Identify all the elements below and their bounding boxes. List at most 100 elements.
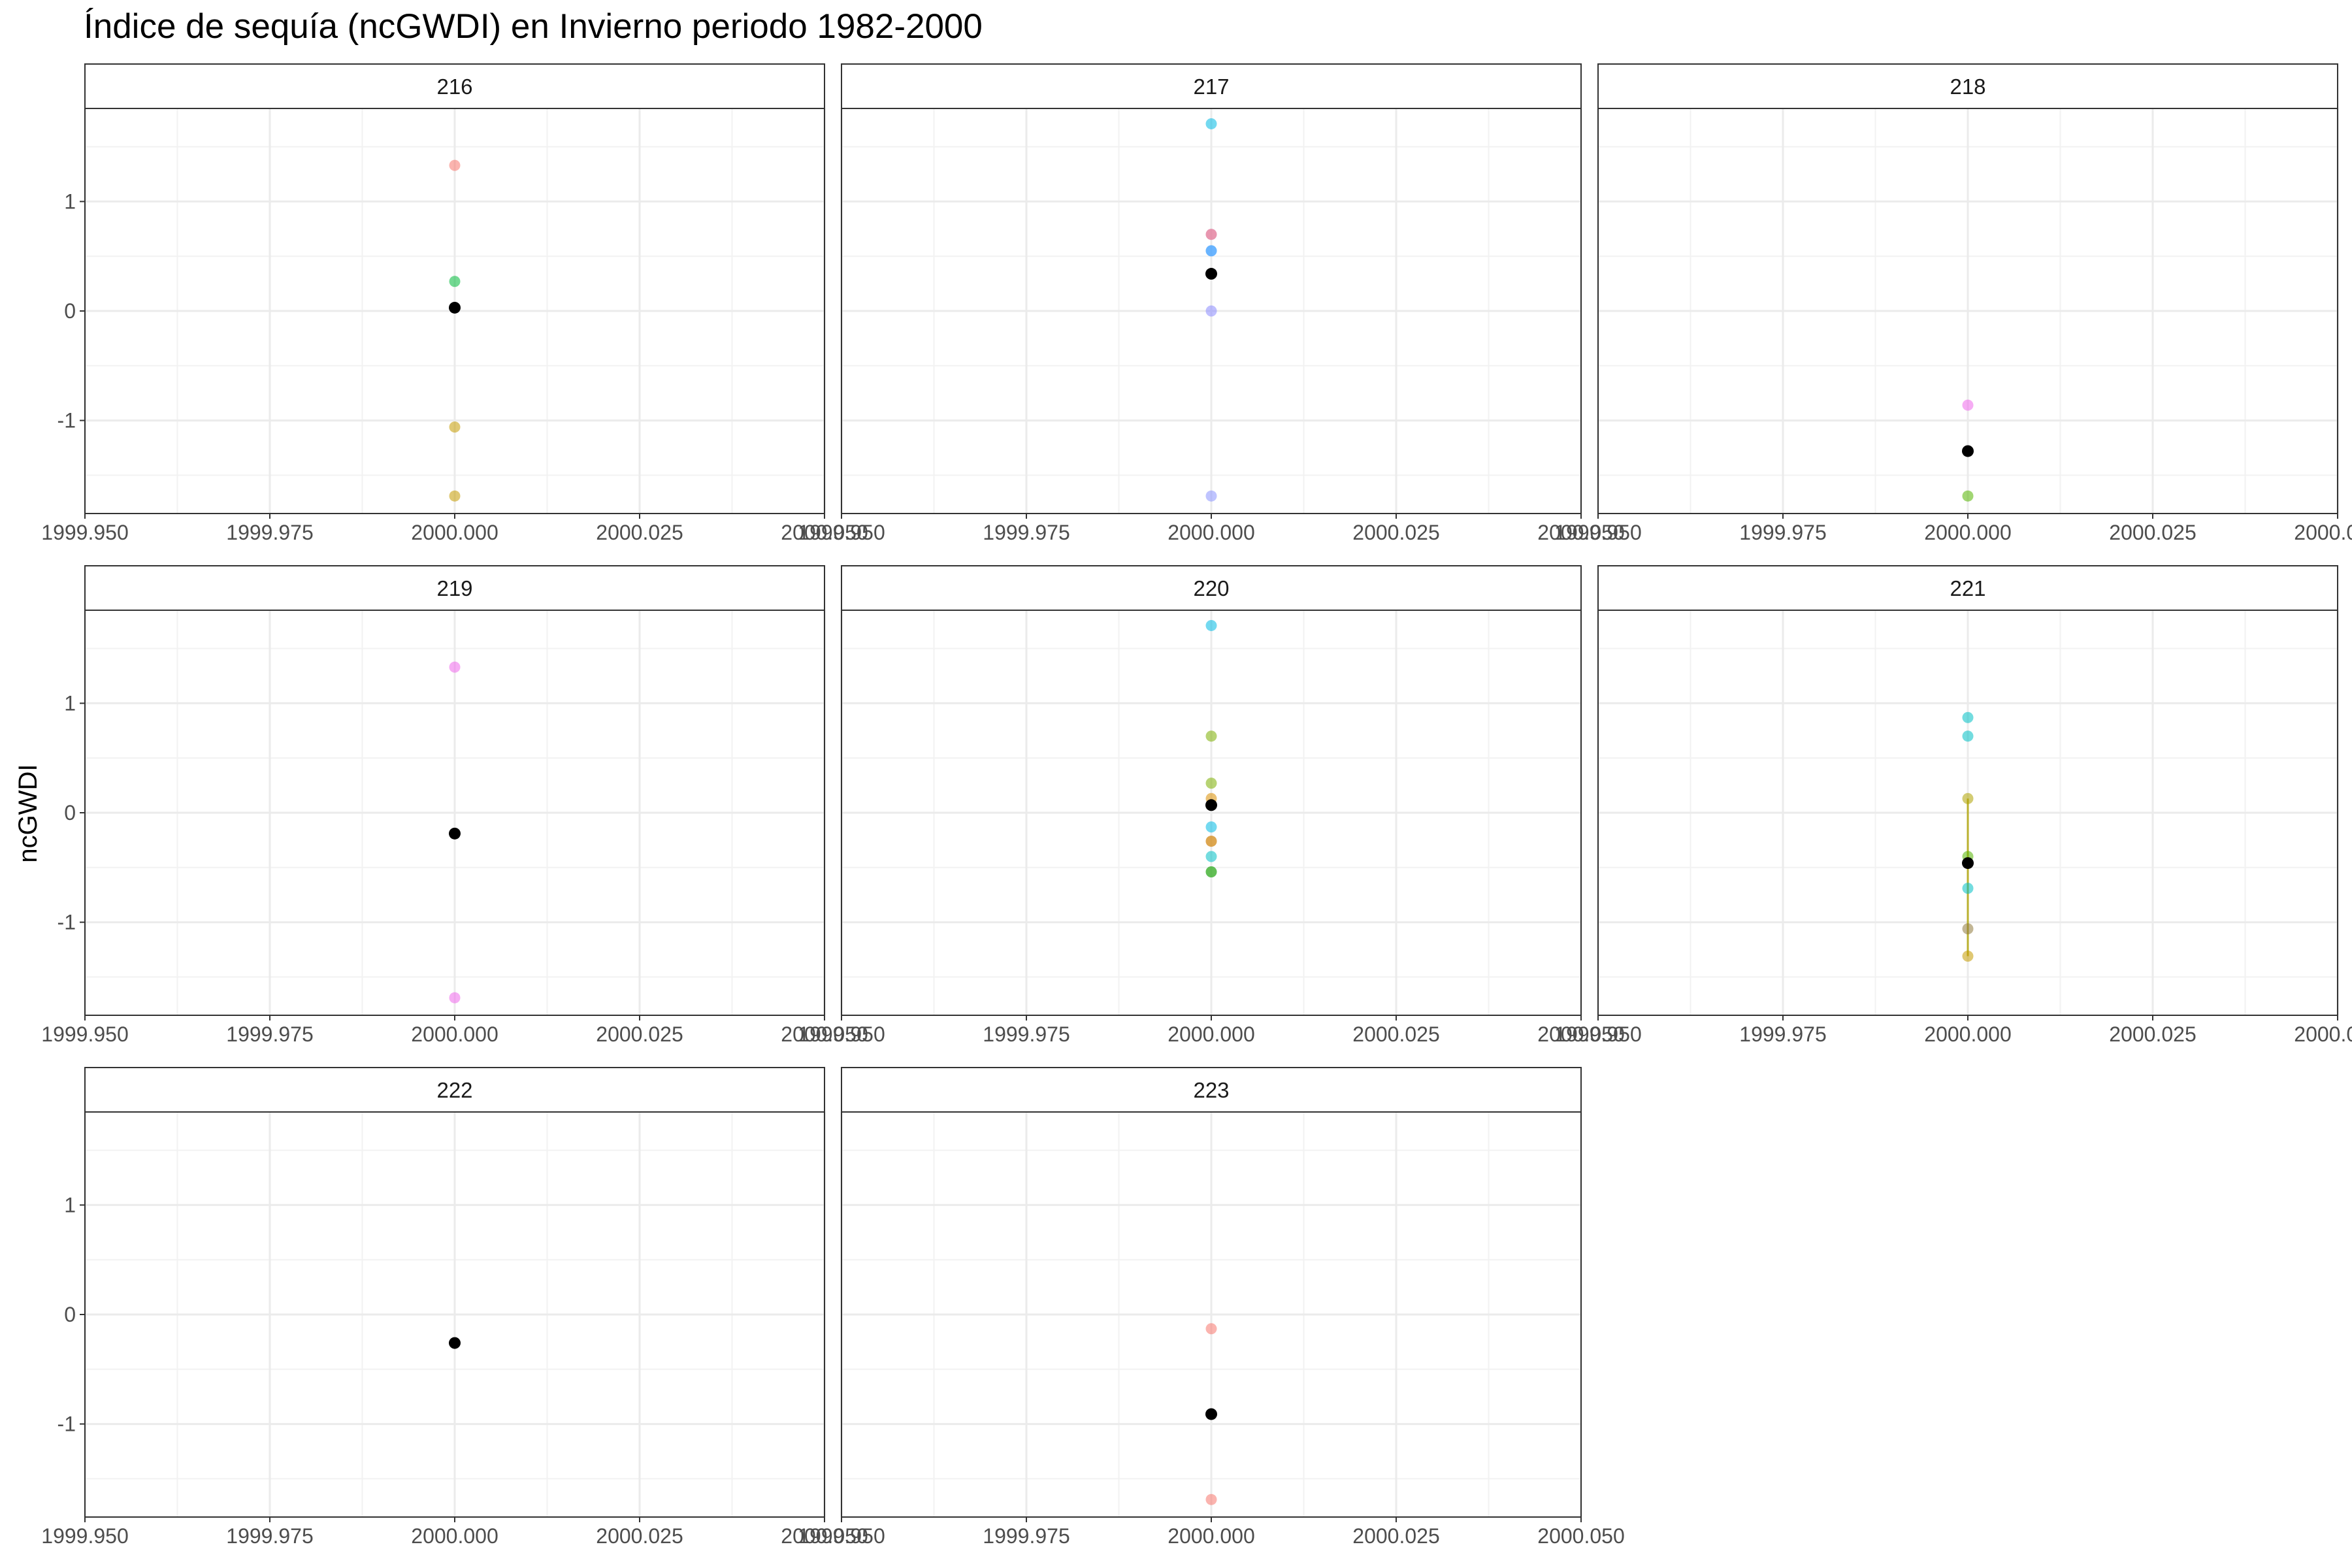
facet-panel-219: 219 1999.950 1999.975 2000.000 2000.025 2000.… xyxy=(41,565,868,1046)
x-tick-label: 1999.950 xyxy=(41,521,128,544)
facet-panel-222: 222 1999.950 1999.975 2000.000 2000.025 2000.… xyxy=(41,1067,868,1548)
x-tick-label: 2000.025 xyxy=(1352,521,1439,544)
facet-strip-label: 216 xyxy=(436,74,472,99)
facet-panel-216: 216 1999.950 1999.975 2000.000 2000.025 2000.… xyxy=(41,63,868,544)
x-tick-label: 2000.050 xyxy=(2294,521,2352,544)
y-tick-label: 1 xyxy=(64,1193,76,1217)
x-tick-label: 2000.025 xyxy=(596,1524,683,1548)
data-point xyxy=(1205,619,1217,631)
y-tick-label: 0 xyxy=(64,1303,76,1326)
x-tick-label: 2000.000 xyxy=(411,1022,498,1046)
x-tick-label: 1999.975 xyxy=(226,1524,313,1548)
x-tick-label: 1999.975 xyxy=(983,1022,1070,1046)
data-point xyxy=(1205,490,1217,502)
x-tick-label: 2000.050 xyxy=(1537,1022,1624,1046)
x-tick-label: 2000.050 xyxy=(1537,1524,1624,1548)
mean-point xyxy=(449,1337,461,1349)
panels-layer: 216 1999.950 1999.975 2000.000 2000.025 2000.… xyxy=(41,63,2352,1548)
x-tick-label: 2000.000 xyxy=(1924,521,2011,544)
data-point xyxy=(1962,792,1974,804)
data-point xyxy=(449,421,461,433)
x-tick-label: 2000.000 xyxy=(411,1524,498,1548)
facet-strip xyxy=(1597,565,2338,611)
facet-strip xyxy=(841,565,1582,611)
y-tick-label: 0 xyxy=(64,801,76,825)
x-tick-label: 2000.050 xyxy=(2294,1022,2352,1046)
y-tick-label: 0 xyxy=(64,299,76,323)
x-tick-label: 2000.050 xyxy=(781,1524,868,1548)
facet-strip-label: 221 xyxy=(1950,576,1985,600)
facet-strip-label: 219 xyxy=(436,576,472,600)
x-tick-label: 2000.025 xyxy=(1352,1022,1439,1046)
facet-strip-label: 222 xyxy=(436,1078,472,1102)
data-point xyxy=(1205,730,1217,742)
facet-strip xyxy=(841,63,1582,109)
facet-strip xyxy=(84,1067,825,1113)
data-point xyxy=(1205,118,1217,129)
x-tick-label: 2000.000 xyxy=(1168,1524,1254,1548)
mean-point xyxy=(1205,268,1217,280)
x-tick-label: 1999.950 xyxy=(798,1524,885,1548)
x-tick-label: 2000.050 xyxy=(781,521,868,544)
mean-point xyxy=(1962,445,1974,457)
data-point xyxy=(1205,777,1217,789)
x-tick-label: 2000.000 xyxy=(1168,1022,1254,1046)
facet-strip xyxy=(1597,63,2338,109)
data-point xyxy=(1205,866,1217,877)
chart-title: Índice de sequía (ncGWDI) en Invierno pe… xyxy=(84,7,983,46)
data-point xyxy=(1962,711,1974,723)
x-tick-label: 1999.975 xyxy=(226,1022,313,1046)
data-point xyxy=(1205,229,1217,240)
x-tick-label: 2000.000 xyxy=(1168,521,1254,544)
x-tick-label: 2000.025 xyxy=(1352,1524,1439,1548)
x-tick-label: 1999.975 xyxy=(983,521,1070,544)
data-point xyxy=(1205,245,1217,257)
x-tick-label: 2000.025 xyxy=(2109,521,2196,544)
x-tick-label: 2000.000 xyxy=(411,521,498,544)
y-axis-label: ncGWDI xyxy=(14,764,42,862)
x-tick-label: 1999.950 xyxy=(798,1022,885,1046)
facet-strip xyxy=(84,565,825,611)
mean-point xyxy=(1962,857,1974,870)
data-point xyxy=(449,490,461,502)
mean-point xyxy=(1205,799,1217,811)
mean-point xyxy=(449,827,461,840)
data-point xyxy=(1962,399,1974,411)
data-point xyxy=(1205,1494,1217,1505)
data-point xyxy=(449,992,461,1004)
x-tick-label: 2000.025 xyxy=(596,521,683,544)
x-tick-label: 2000.025 xyxy=(2109,1022,2196,1046)
data-point xyxy=(449,661,461,673)
facet-panel-218: 218 1999.950 1999.975 2000.000 2000.025 2000.… xyxy=(1554,63,2352,544)
facet-strip-label: 217 xyxy=(1193,74,1229,99)
x-tick-label: 2000.025 xyxy=(596,1022,683,1046)
y-tick-label: -1 xyxy=(57,1413,76,1436)
facet-panel-220: 220 1999.950 1999.975 2000.000 2000.025 2000.… xyxy=(798,565,1625,1046)
data-point xyxy=(1205,305,1217,317)
data-point xyxy=(1205,836,1217,847)
x-tick-label: 1999.975 xyxy=(226,521,313,544)
data-point xyxy=(449,276,461,287)
x-tick-label: 1999.950 xyxy=(41,1022,128,1046)
y-tick-label: 1 xyxy=(64,189,76,213)
facet-panel-223: 223 1999.950 1999.975 2000.000 2000.025 2000.… xyxy=(798,1067,1625,1548)
mean-point xyxy=(449,301,461,314)
y-tick-label: -1 xyxy=(57,911,76,934)
facet-strip-label: 218 xyxy=(1950,74,1985,99)
facet-panel-217: 217 1999.950 1999.975 2000.000 2000.025 2000.… xyxy=(798,63,1625,544)
facet-strip-label: 220 xyxy=(1193,576,1229,600)
data-point xyxy=(1962,883,1974,894)
x-tick-label: 2000.050 xyxy=(1537,521,1624,544)
y-tick-label: -1 xyxy=(57,409,76,433)
data-point xyxy=(1962,951,1974,962)
x-tick-label: 2000.050 xyxy=(781,1022,868,1046)
data-point xyxy=(1962,730,1974,742)
data-point xyxy=(1205,851,1217,862)
x-tick-label: 1999.950 xyxy=(1554,521,1641,544)
data-point xyxy=(449,159,461,171)
facet-panel-221: 221 1999.950 1999.975 2000.000 2000.025 2000.… xyxy=(1554,565,2352,1046)
x-tick-label: 1999.950 xyxy=(798,521,885,544)
data-point xyxy=(1962,923,1974,935)
facet-strip xyxy=(84,63,825,109)
